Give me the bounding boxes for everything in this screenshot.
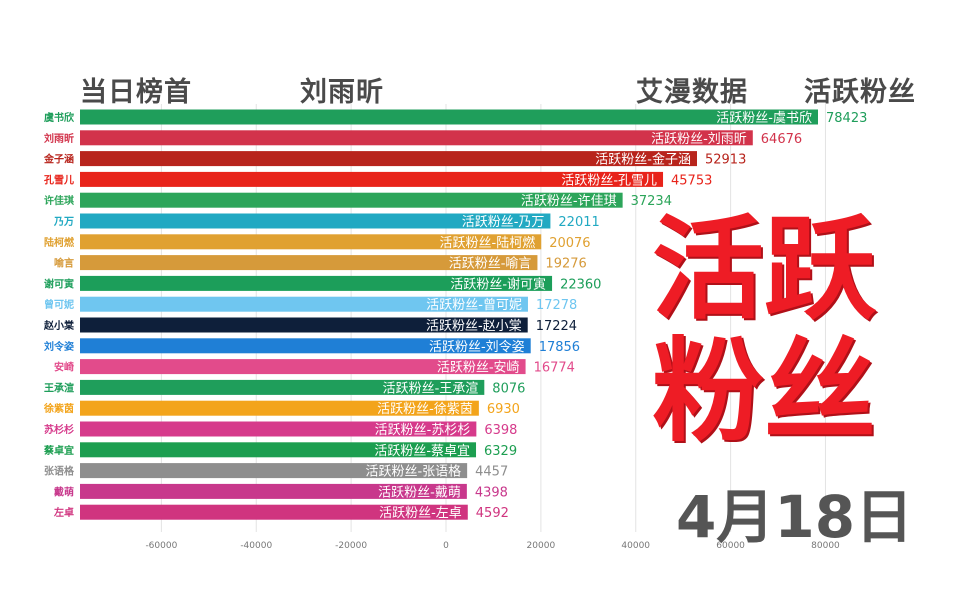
top-name: 刘雨昕 [300,77,384,108]
x-tick-label: -40000 [240,541,272,551]
category-label: 赵小棠 [43,319,75,332]
bar-inner-label: 活跃粉丝-孔雪儿 [561,173,657,188]
x-tick-label: 80000 [811,541,840,551]
bar [80,130,753,146]
bar-inner-label: 活跃粉丝-乃万 [462,215,545,230]
value-label: 20076 [549,236,590,251]
bar-inner-label: 活跃粉丝-蔡卓宜 [374,444,470,459]
category-label: 刘雨昕 [44,132,74,145]
bar-inner-label: 活跃粉丝-陆柯燃 [440,235,536,251]
x-tick-label: 60000 [716,541,745,551]
overlay-line1: 活跃 [652,205,876,335]
bar-inner-label: 活跃粉丝-戴萌 [378,485,461,500]
category-label: 谢可寅 [44,277,74,290]
bar-inner-label: 活跃粉丝-刘雨昕 [651,132,747,147]
bar [80,400,479,416]
bar-inner-label: 活跃粉丝-赵小棠 [426,319,522,334]
value-label: 17224 [536,319,577,334]
bar [80,151,697,167]
bar-inner-label: 活跃粉丝-曾可妮 [426,298,522,313]
value-label: 37234 [631,194,672,209]
value-label: 16774 [534,361,575,376]
bar [80,379,485,395]
bar [80,317,528,333]
bar [80,275,553,291]
x-tick-label: -60000 [145,541,177,551]
category-label: 曾可妮 [44,298,74,311]
bar-inner-label: 活跃粉丝-喻言 [449,257,532,272]
x-tick-label: 40000 [621,541,650,551]
category-label: 左卓 [53,506,74,519]
x-tick-label: 0 [443,541,449,551]
category-label: 徐紫茵 [43,402,74,415]
bar-inner-label: 活跃粉丝-刘令姿 [429,339,525,355]
bar [80,442,477,458]
bar-inner-label: 活跃粉丝-许佳琪 [521,194,617,209]
value-label: 19276 [545,257,586,272]
value-label: 22360 [560,277,601,292]
bar [80,338,531,354]
bar-inner-label: 活跃粉丝-左卓 [379,506,462,521]
category-label: 刘令姿 [44,340,74,353]
bar [80,234,542,250]
category-label: 安崎 [54,361,74,374]
category-label: 金子涵 [43,153,74,166]
data-source: 艾漫数据 [636,77,748,108]
date-label: 4月18日 [676,483,914,551]
bar-inner-label: 活跃粉丝-金子涵 [595,152,691,168]
category-label: 王承渲 [44,381,74,394]
bar-inner-label: 活跃粉丝-虞书欣 [716,111,812,126]
bar-inner-label: 活跃粉丝-谢可寅 [450,276,546,292]
top-label: 当日榜首 [80,77,192,108]
category-label: 许佳琪 [44,194,74,207]
category-label: 蔡卓宜 [43,444,74,457]
bar-inner-label: 活跃粉丝-张语格 [365,464,461,480]
value-label: 6329 [484,444,517,459]
value-label: 52913 [705,153,746,168]
x-tick-label: -20000 [335,541,367,551]
category-label: 张语格 [44,465,75,478]
x-tick-label: 20000 [527,541,556,551]
category-label: 喻言 [54,257,74,270]
value-label: 22011 [558,215,599,230]
bar-inner-label: 活跃粉丝-苏杉杉 [375,422,471,438]
value-label: 4457 [475,465,508,480]
metric-title: 活跃粉丝 [804,77,916,108]
bar [80,483,467,499]
bar [80,255,538,271]
value-label: 4398 [475,485,508,500]
value-label: 45753 [671,173,712,188]
value-label: 17856 [539,340,580,355]
bar-inner-label: 活跃粉丝-徐紫茵 [377,402,473,417]
bar [80,359,526,375]
bar [80,192,623,208]
bar [80,109,818,125]
value-label: 17278 [536,298,577,313]
bar [80,213,551,229]
value-label: 8076 [492,381,525,396]
category-label: 乃万 [53,216,74,228]
category-label: 孔雪儿 [44,173,74,186]
overlay-line2: 粉丝 [652,327,876,457]
value-label: 6398 [484,423,517,438]
bar [80,504,468,520]
category-label: 戴萌 [54,485,74,498]
value-label: 6930 [487,402,520,417]
bar-inner-label: 活跃粉丝-王承渲 [383,381,479,396]
value-label: 4592 [476,506,509,521]
bar [80,421,477,437]
category-label: 苏杉杉 [44,423,74,436]
value-label: 78423 [826,111,867,126]
bar [80,171,664,187]
bar-inner-label: 活跃粉丝-安崎 [437,361,520,376]
value-label: 64676 [761,132,802,147]
category-label: 虞书欣 [44,111,75,124]
category-label: 陆柯燃 [44,236,75,249]
bar [80,463,468,479]
bar [80,296,528,312]
